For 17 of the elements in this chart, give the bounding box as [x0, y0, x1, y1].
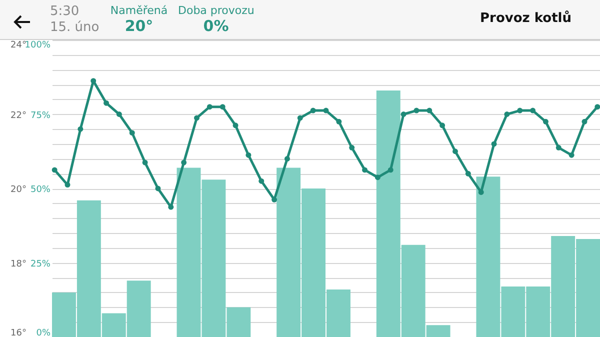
- y-tick-label: 18°: [10, 259, 26, 270]
- text: 15. úno: [50, 20, 100, 35]
- y-tick-label: 16°: [10, 328, 26, 337]
- y-tick-label: 75%: [30, 110, 51, 121]
- chart-title: Provoz kotlů: [480, 11, 572, 26]
- y-tick-label: 25%: [30, 259, 51, 270]
- text: Naměřená: [109, 4, 169, 17]
- text: 20°: [124, 17, 154, 35]
- text: Doba provozu: [178, 4, 254, 17]
- y-tick-label: 20°: [10, 185, 26, 195]
- y-tick-label: 24°: [10, 40, 26, 50]
- y-tick-label: 50%: [30, 185, 51, 195]
- y-tick-label: 22°: [10, 110, 26, 121]
- y-tick-label: 0%: [36, 328, 51, 337]
- text: 5:30: [50, 4, 80, 19]
- y-tick-label: 100%: [24, 40, 51, 50]
- text: 0%: [202, 17, 230, 35]
